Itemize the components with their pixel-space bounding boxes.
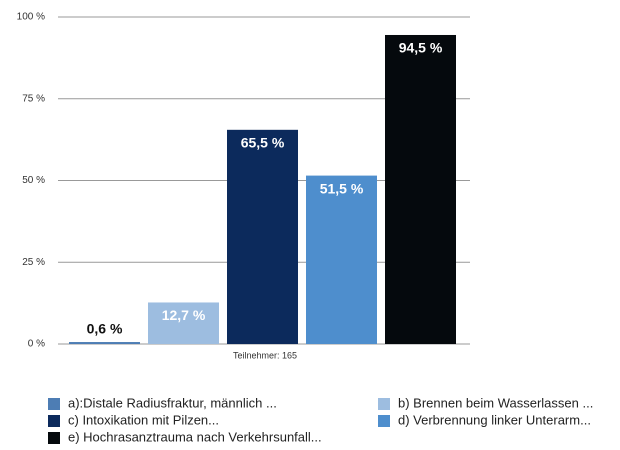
y-tick-label: 0 % [28, 339, 45, 350]
legend-label: c) Intoxikation mit Pilzen... [68, 412, 219, 427]
legend-label: a):Distale Radiusfraktur, männlich ... [68, 395, 277, 410]
y-tick-label: 50 % [22, 175, 45, 186]
legend-label: b) Brennen beim Wasserlassen ... [398, 395, 593, 410]
legend-swatch [48, 432, 60, 444]
bar [69, 342, 140, 344]
legend-label: e) Hochrasanztrauma nach Verkehrsunfall.… [68, 429, 322, 444]
legend-swatch [378, 398, 390, 410]
legend-swatch [48, 398, 60, 410]
bar [306, 175, 377, 344]
legend-swatch [48, 415, 60, 427]
y-tick-label: 25 % [22, 257, 45, 268]
value-label: 0,6 % [87, 321, 123, 337]
value-label: 94,5 % [399, 40, 443, 56]
value-label: 65,5 % [241, 135, 285, 151]
value-label: 51,5 % [320, 180, 364, 196]
bar [148, 302, 219, 344]
legend-swatch [378, 415, 390, 427]
bar [385, 34, 456, 345]
y-tick-label: 100 % [17, 12, 45, 23]
legend-label: d) Verbrennung linker Unterarm... [398, 412, 591, 427]
y-tick-label: 75 % [22, 93, 45, 104]
value-label: 12,7 % [162, 307, 206, 323]
x-axis-label: Teilnehmer: 165 [233, 350, 297, 360]
bar [227, 129, 298, 344]
